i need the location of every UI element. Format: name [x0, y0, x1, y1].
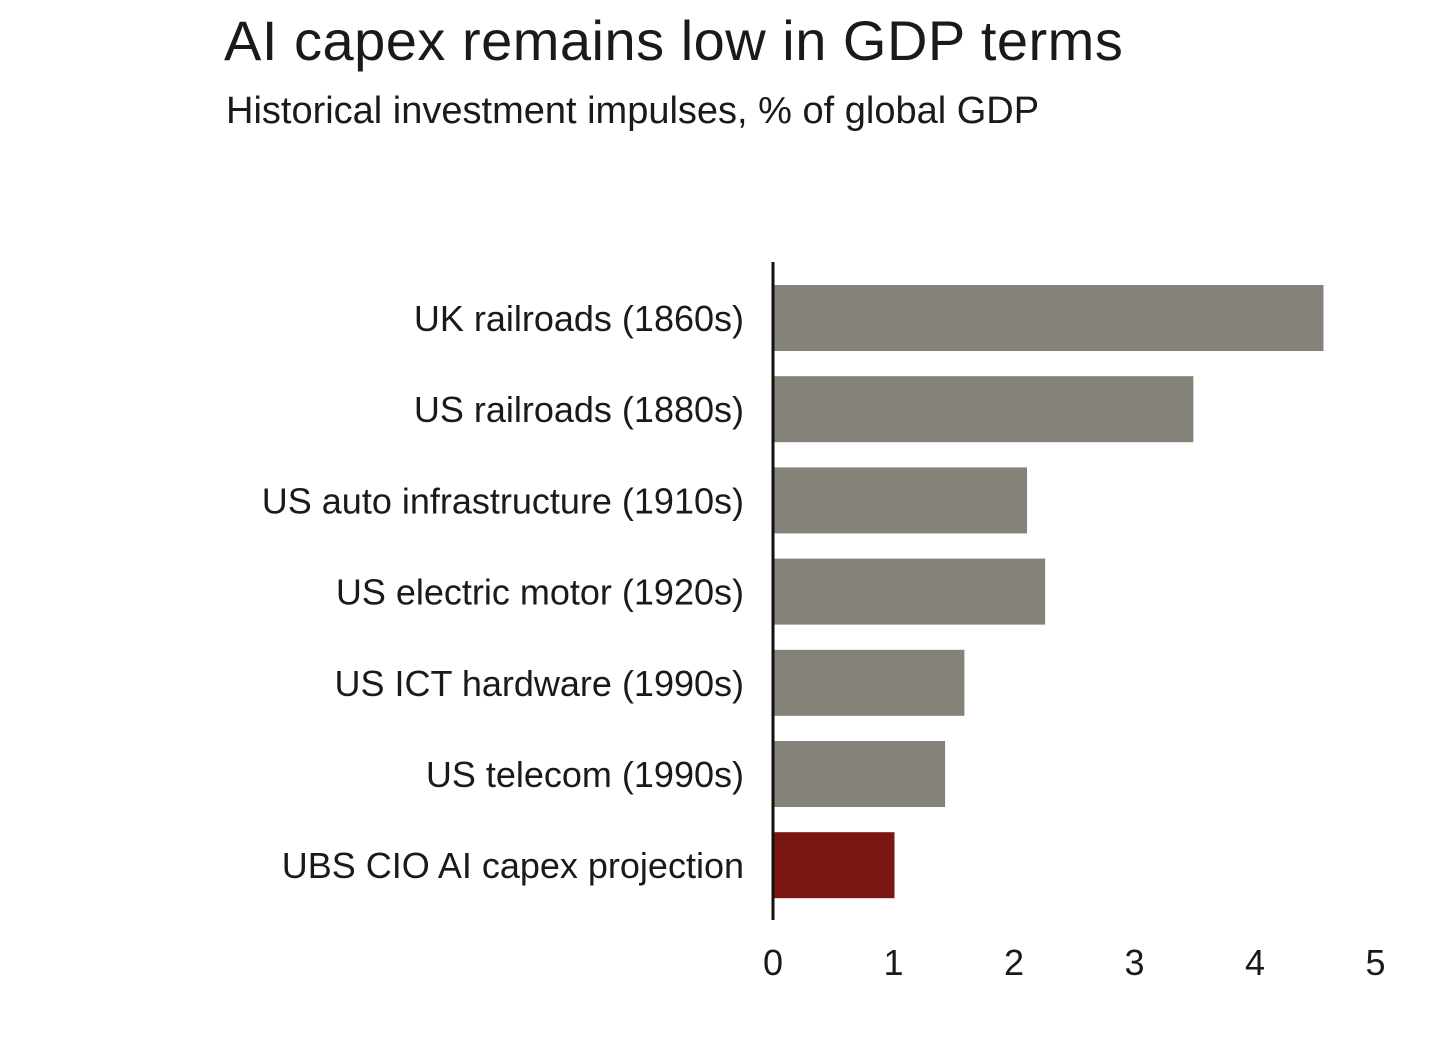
bars-group [774, 285, 1324, 899]
bar-5 [774, 741, 946, 807]
category-label-1: US railroads (1880s) [414, 389, 744, 430]
category-label-5: US telecom (1990s) [426, 754, 744, 795]
bar-6 [774, 832, 895, 899]
category-label-3: US electric motor (1920s) [336, 572, 744, 613]
x-tick-labels-group: 0 1 2 3 4 5 [763, 942, 1386, 983]
bar-3 [774, 558, 1046, 625]
x-tick-label-2: 2 [1004, 942, 1024, 983]
category-label-0: UK railroads (1860s) [414, 298, 744, 339]
x-tick-label-5: 5 [1365, 942, 1385, 983]
chart-subtitle: Historical investment impulses, % of glo… [226, 90, 1040, 132]
chart-title: AI capex remains low in GDP terms [224, 9, 1124, 72]
bar-0 [774, 285, 1324, 351]
x-tick-label-0: 0 [763, 942, 783, 983]
category-label-6: UBS CIO AI capex projection [282, 845, 744, 886]
x-tick-label-4: 4 [1245, 942, 1265, 983]
bar-2 [774, 467, 1028, 534]
category-labels-group: UK railroads (1860s) US railroads (1880s)… [262, 298, 744, 886]
bar-1 [774, 376, 1194, 443]
x-tick-label-1: 1 [883, 942, 903, 983]
category-label-4: US ICT hardware (1990s) [335, 663, 745, 704]
x-tick-label-3: 3 [1124, 942, 1144, 983]
category-label-2: US auto infrastructure (1910s) [262, 480, 744, 521]
bar-4 [774, 649, 965, 716]
